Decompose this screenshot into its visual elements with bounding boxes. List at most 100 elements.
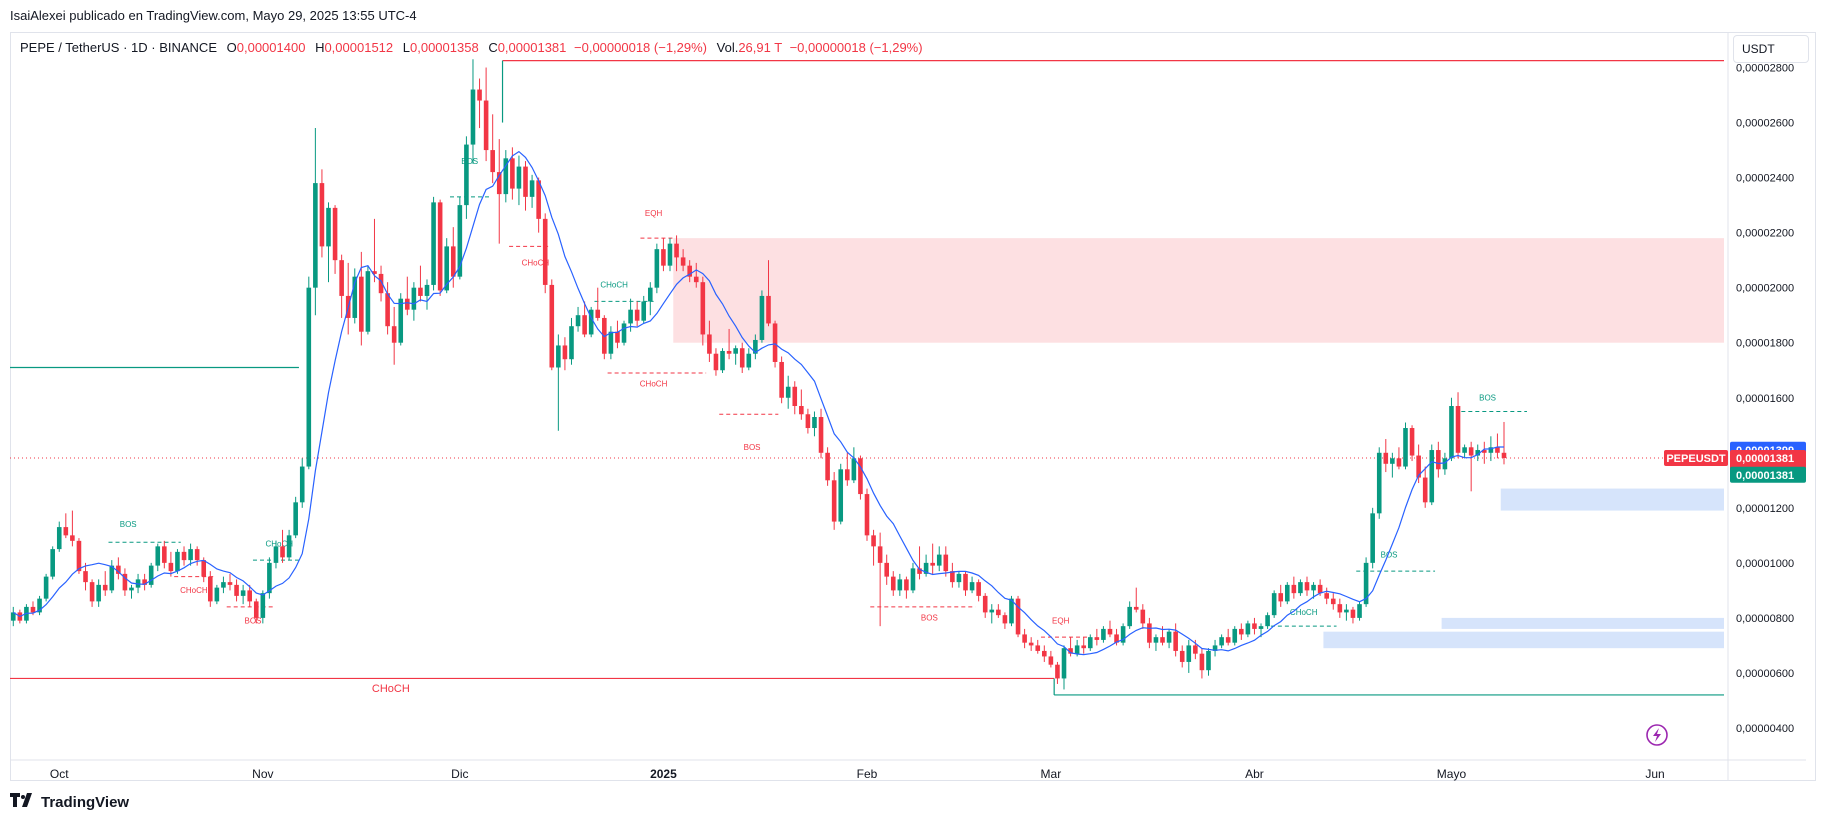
candle-body xyxy=(634,309,640,321)
candle-body xyxy=(1278,593,1284,602)
candle-body xyxy=(359,276,364,332)
structure-label: EQH xyxy=(645,209,663,218)
candle-body xyxy=(1219,637,1224,646)
candle-body xyxy=(431,202,436,285)
candle-body xyxy=(923,562,929,574)
candle-body xyxy=(628,309,633,324)
candle-body xyxy=(1475,450,1481,456)
candle-body xyxy=(779,361,784,398)
candle-body xyxy=(122,573,128,591)
candle-body xyxy=(1436,450,1441,470)
candle-body xyxy=(109,565,115,591)
candle-body xyxy=(1120,626,1126,643)
candle-body xyxy=(976,582,981,596)
candle-body xyxy=(556,345,561,368)
candle-body xyxy=(1449,406,1454,459)
candle-body xyxy=(1416,455,1421,478)
candle-body xyxy=(871,535,876,547)
candle-body xyxy=(1140,609,1146,624)
structure-label: CHoCH xyxy=(1290,608,1318,617)
symbol-title[interactable]: PEPE / TetherUS · 1D · BINANCE xyxy=(20,40,217,55)
candle-body xyxy=(1363,562,1369,605)
candle-body xyxy=(214,587,220,602)
candle-body xyxy=(293,502,298,536)
open-value: 0,00001400 xyxy=(236,40,306,55)
volume-label: Vol. xyxy=(716,40,739,55)
tradingview-logo-icon xyxy=(10,793,36,811)
candle-body xyxy=(280,546,285,558)
candle-body xyxy=(516,166,522,189)
candle-body xyxy=(194,549,200,561)
structure-label: CHoCH xyxy=(180,586,208,595)
candle-body xyxy=(1186,645,1192,662)
candle-body xyxy=(221,582,226,588)
candle-body xyxy=(1409,428,1415,456)
candle-body xyxy=(70,535,75,541)
candle-body xyxy=(1166,631,1172,643)
candle-body xyxy=(56,527,62,550)
candle-body xyxy=(437,202,443,291)
candle-body xyxy=(549,284,555,368)
candle-body xyxy=(917,568,922,574)
candle-body xyxy=(1324,593,1329,599)
candle-body xyxy=(306,287,312,467)
candle-body xyxy=(562,345,568,360)
candle-body xyxy=(411,287,417,310)
candle-body xyxy=(175,551,180,572)
symbol-legend: PEPE / TetherUS · 1D · BINANCE O0,000014… xyxy=(20,40,923,55)
candle-body xyxy=(503,158,509,195)
candle-body xyxy=(890,576,896,591)
candle-body xyxy=(477,89,482,101)
time-tick-label: 2025 xyxy=(650,767,677,781)
candle-body xyxy=(595,309,601,318)
lightning-icon[interactable] xyxy=(1646,724,1668,746)
chart-frame xyxy=(10,32,1816,781)
candle-body xyxy=(858,458,863,495)
candle-body xyxy=(1055,664,1060,679)
publisher-attribution: IsaiAlexei publicado en TradingView.com,… xyxy=(10,8,417,23)
tradingview-logo[interactable]: TradingView xyxy=(10,793,129,811)
candle-body xyxy=(116,565,121,574)
candle-body xyxy=(1330,598,1336,605)
candle-body xyxy=(785,386,791,398)
candle-body xyxy=(1442,458,1448,470)
candle-body xyxy=(260,593,266,618)
candle-body xyxy=(805,414,811,429)
candle-body xyxy=(864,494,870,536)
candle-body xyxy=(391,326,397,343)
candle-body xyxy=(1153,637,1159,643)
candle-body xyxy=(575,315,581,327)
candle-body xyxy=(1396,458,1402,467)
candle-body xyxy=(963,573,968,591)
candle-body xyxy=(746,353,752,368)
candle-body xyxy=(812,417,817,429)
candle-body xyxy=(772,323,778,362)
candle-body xyxy=(1114,634,1119,643)
candle-body xyxy=(1074,645,1080,654)
candle-body xyxy=(799,406,804,415)
volume-change-value: −0,00000018 (−1,29%) xyxy=(789,40,923,55)
candle-body xyxy=(1501,452,1507,459)
candle-body xyxy=(405,298,410,310)
candle-body xyxy=(1468,447,1474,456)
candle-body xyxy=(1179,650,1185,662)
candle-body xyxy=(569,326,574,360)
change-value: −0,00000018 (−1,29%) xyxy=(574,40,708,55)
structure-label: BOS xyxy=(461,157,478,166)
volume-value: 26,91 T xyxy=(738,40,782,55)
close-value: 0,00001381 xyxy=(497,40,567,55)
candle-body xyxy=(766,295,771,324)
candle-body xyxy=(969,582,975,591)
candle-body xyxy=(884,562,889,577)
price-tick-label: 0,00000600 xyxy=(1736,668,1794,680)
candle-body xyxy=(674,243,679,258)
structure-label: BOS xyxy=(245,616,262,625)
candle-body xyxy=(680,257,686,266)
price-tag-label: 0,00001381 xyxy=(1736,453,1794,465)
candle-body xyxy=(1107,628,1113,635)
demand-zone xyxy=(1323,631,1724,649)
currency-button[interactable]: USDT xyxy=(1733,35,1809,63)
candle-body xyxy=(1160,637,1165,643)
candle-body xyxy=(1087,637,1093,649)
